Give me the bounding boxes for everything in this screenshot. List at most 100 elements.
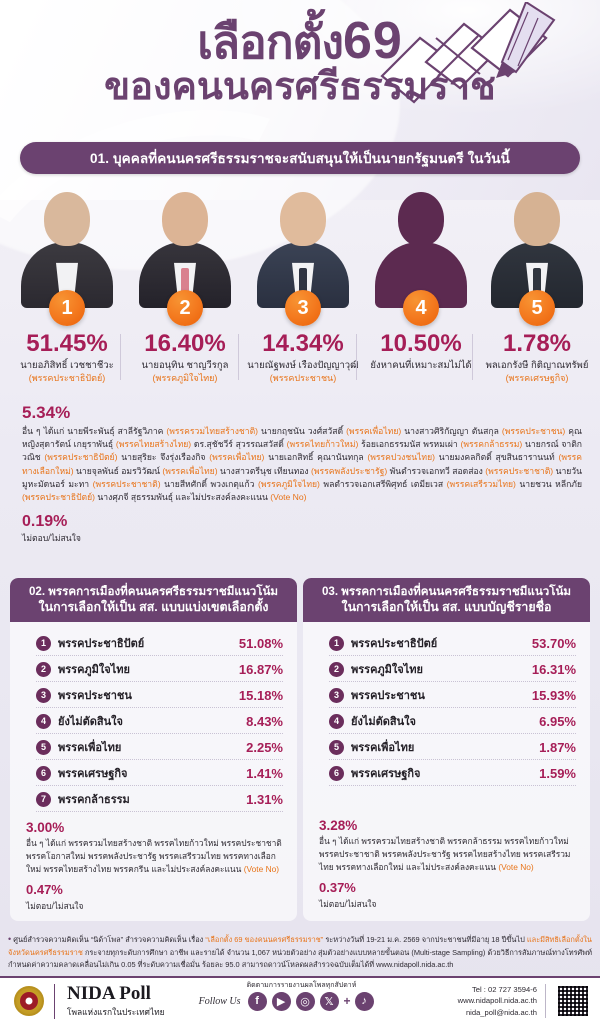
contact-email[interactable]: nida_poll@nida.ac.th bbox=[465, 1007, 537, 1017]
other-person-name: นายชวน หลีกภัย bbox=[515, 478, 582, 489]
other-person-name: นายเอกสิทธิ์ คุณานันทกุล bbox=[264, 452, 368, 463]
other-party-name: (พรรคเพื่อไทย) bbox=[346, 425, 402, 436]
candidate-1: 1 51.45% นายอภิสิทธิ์ เวชชาชีวะ (พรรคประ… bbox=[8, 186, 126, 384]
party-row: 4 ยังไม่ตัดสินใจ 6.95% bbox=[329, 708, 576, 735]
instagram-icon[interactable]: ◎ bbox=[295, 991, 315, 1011]
x-twitter-icon[interactable]: 𝕏 bbox=[319, 991, 339, 1011]
party-name: พรรคเพื่อไทย bbox=[58, 742, 122, 755]
candidate-percentage: 16.40% bbox=[144, 330, 226, 357]
other-parties-text: อื่น ๆ ได้แก่ พรรครวมไทยสร้างชาติ พรรคกล… bbox=[319, 836, 571, 872]
question-3-title-line2: ในการเลือกให้เป็น สส. แบบบัญชีรายชื่อ bbox=[341, 600, 552, 615]
candidate-divider bbox=[120, 334, 121, 380]
party-rank-badge: 2 bbox=[36, 661, 51, 677]
party-rank-badge: 4 bbox=[329, 713, 344, 729]
candidate-percentage: 14.34% bbox=[262, 330, 344, 357]
candidate-rank-badge: 3 bbox=[285, 290, 321, 326]
party-rank-badge: 1 bbox=[329, 635, 344, 651]
candidate-name: นายอนุทิน ชาญวีรกูล bbox=[141, 360, 229, 371]
candidate-percentage: 1.78% bbox=[502, 330, 572, 357]
other-party-name: (พรรคประชาชาติ) bbox=[485, 465, 554, 476]
party-percentage: 16.31% bbox=[531, 661, 576, 677]
party-rank-badge: 3 bbox=[329, 687, 344, 703]
party-percentage: 1.59% bbox=[539, 765, 576, 781]
party-row: 6 พรรคเศรษฐกิจ 1.41% bbox=[36, 760, 283, 787]
plus-separator: + bbox=[343, 994, 351, 1008]
party-name: พรรคประชาชน bbox=[58, 690, 132, 703]
party-rank-badge: 6 bbox=[329, 765, 344, 781]
other-party-name: (Vote No) bbox=[270, 492, 307, 503]
candidate-name: นายณัฐพงษ์ เรืองปัญญาวุฒิ bbox=[247, 360, 359, 371]
party-percentage: 15.93% bbox=[531, 687, 576, 703]
candidate-percentage: 51.45% bbox=[26, 330, 108, 357]
party-name: พรรคเศรษฐกิจ bbox=[58, 768, 128, 781]
other-person-name: นางสาวตรีนุช เทียนทอง bbox=[217, 465, 311, 476]
party-percentage: 2.25% bbox=[246, 739, 283, 755]
other-parties-text: อื่น ๆ ได้แก่ พรรครวมไทยสร้างชาติ พรรคไท… bbox=[26, 838, 282, 874]
other-person-name: อื่น ๆ ได้แก่ นายพีระพันธุ์ สาลีรัฐวิภาค bbox=[22, 425, 167, 436]
methodology-highlight1: “เลือกตั้ง 69 ของคนนครศรีธรรมราช” bbox=[205, 935, 324, 944]
candidate-divider bbox=[238, 334, 239, 380]
other-person-name: คุณหญิงสุดารัตน์ เกยุราพันธุ์ bbox=[22, 425, 582, 449]
tiktok-icon[interactable]: ♪ bbox=[354, 991, 374, 1011]
candidate-divider bbox=[356, 334, 357, 380]
party-name: พรรคเพื่อไทย bbox=[351, 742, 415, 755]
brand-tagline: โพลแห่งแรกในประเทศไทย bbox=[67, 1006, 165, 1017]
panel-spacer bbox=[303, 792, 590, 816]
candidate-rank-badge: 1 bbox=[49, 290, 85, 326]
question-1-other-block: 5.34% อื่น ๆ ได้แก่ นายพีระพันธุ์ สาลีรั… bbox=[22, 403, 582, 545]
party-rank-badge: 5 bbox=[329, 739, 344, 755]
ballot-pencil-icon bbox=[380, 2, 556, 104]
party-rank-badge: 6 bbox=[36, 765, 51, 781]
youtube-icon[interactable]: ▶ bbox=[271, 991, 291, 1011]
social-links: ติดตามการรายงานผลโพลทุกสัปดาห์ Follow Us… bbox=[198, 982, 379, 1011]
vote-no-label: (Vote No) bbox=[243, 863, 280, 874]
party-name: พรรคกล้าธรรม bbox=[58, 794, 130, 807]
other-party-name: (พรรคไทยก้าวใหม่) bbox=[286, 439, 359, 449]
other-party-name: (พรรคปวงชนไทย) bbox=[367, 452, 435, 463]
party-row: 2 พรรคภูมิใจไทย 16.87% bbox=[36, 656, 283, 683]
candidate-party: (พรรคประชาธิปัตย์) bbox=[28, 372, 106, 383]
page-title: เลือกตั้ง69 ของคนนครศรีธรรมราช bbox=[0, 14, 600, 108]
party-rank-badge: 5 bbox=[36, 739, 51, 755]
facebook-icon[interactable]: f bbox=[247, 991, 267, 1011]
methodology-part3: กระจายทุกระดับการศึกษา อาชีพ และรายได้ จ… bbox=[8, 947, 592, 969]
question-3-header: 03. พรรคการเมืองที่คนนครศรีธรรมราชมีแนวโ… bbox=[303, 578, 590, 623]
party-rank-badge: 3 bbox=[36, 687, 51, 703]
other-detail-text: อื่น ๆ ได้แก่ พรรครวมไทยสร้างชาติ พรรคไท… bbox=[26, 837, 285, 875]
candidate-rank-badge: 2 bbox=[167, 290, 203, 326]
no-answer-label: ไม่ตอบ/ไม่สนใจ bbox=[319, 898, 377, 909]
question-3-panel: 03. พรรคการเมืองที่คนนครศรีธรรมราชมีแนวโ… bbox=[303, 578, 590, 921]
question-3-list: 1 พรรคประชาธิปัตย์ 53.70% 2 พรรคภูมิใจไทย 16.… bbox=[303, 622, 590, 792]
footer-bar: NIDA Poll โพลแห่งแรกในประเทศไทย ติดตามกา… bbox=[0, 976, 600, 1024]
other-party-name: (พรรคไทยสร้างไทย) bbox=[115, 439, 192, 449]
party-row: 7 พรรคกล้าธรรม 1.31% bbox=[36, 786, 283, 813]
no-answer-label: ไม่ตอบ/ไม่สนใจ bbox=[22, 533, 81, 544]
other-percentage: 3.00% bbox=[26, 820, 65, 836]
brand-block: NIDA Poll โพลแห่งแรกในประเทศไทย bbox=[54, 983, 165, 1019]
candidate-4: 4 10.50% ยังหาคนที่เหมาะสมไม่ได้ bbox=[362, 186, 480, 373]
other-party-name: (พรรคภูมิใจไทย) bbox=[257, 478, 320, 489]
party-row: 1 พรรคประชาธิปัตย์ 51.08% bbox=[36, 630, 283, 657]
party-name: พรรคภูมิใจไทย bbox=[58, 664, 130, 677]
question-2-title-line2: ในการเลือกให้เป็น สส. แบบแบ่งเขตเลือกตั้… bbox=[38, 600, 269, 615]
qr-code-icon[interactable] bbox=[556, 984, 590, 1018]
question-2-list: 1 พรรคประชาธิปัตย์ 51.08% 2 พรรคภูมิใจไทย 16.… bbox=[10, 622, 297, 818]
other-person-name: พลตำรวจเอกเสรีพิศุทธ์ เตมียเวส bbox=[319, 478, 447, 489]
party-percentage: 8.43% bbox=[246, 713, 283, 729]
candidate-3: 3 14.34% นายณัฐพงษ์ เรืองปัญญาวุฒิ (พรรค… bbox=[244, 186, 362, 384]
party-row: 5 พรรคเพื่อไทย 2.25% bbox=[36, 734, 283, 761]
party-rank-badge: 7 bbox=[36, 791, 51, 807]
candidate-row: 1 51.45% นายอภิสิทธิ์ เวชชาชีวะ (พรรคประ… bbox=[0, 186, 600, 396]
question-2-panel: 02. พรรคการเมืองที่คนนครศรีธรรมราชมีแนวโ… bbox=[10, 578, 297, 921]
contact-info: Tel : 02 727 3594-6 www.nidapoll.nida.ac… bbox=[457, 983, 546, 1019]
other-percentage: 3.28% bbox=[319, 818, 358, 834]
follow-label: Follow Us bbox=[198, 995, 241, 1007]
party-name: พรรคประชาธิปัตย์ bbox=[58, 638, 145, 651]
other-person-name: นายจุลพันธ์ อมรวิวัฒน์ bbox=[73, 465, 163, 476]
party-row: 6 พรรคเศรษฐกิจ 1.59% bbox=[329, 760, 576, 787]
contact-website[interactable]: www.nidapoll.nida.ac.th bbox=[457, 996, 537, 1006]
other-party-name: (พรรคเพื่อไทย) bbox=[162, 465, 218, 476]
other-party-name: (พรรครวมไทยสร้างชาติ) bbox=[166, 425, 259, 436]
follow-caption: ติดตามการรายงานผลโพลทุกสัปดาห์ bbox=[246, 981, 357, 989]
